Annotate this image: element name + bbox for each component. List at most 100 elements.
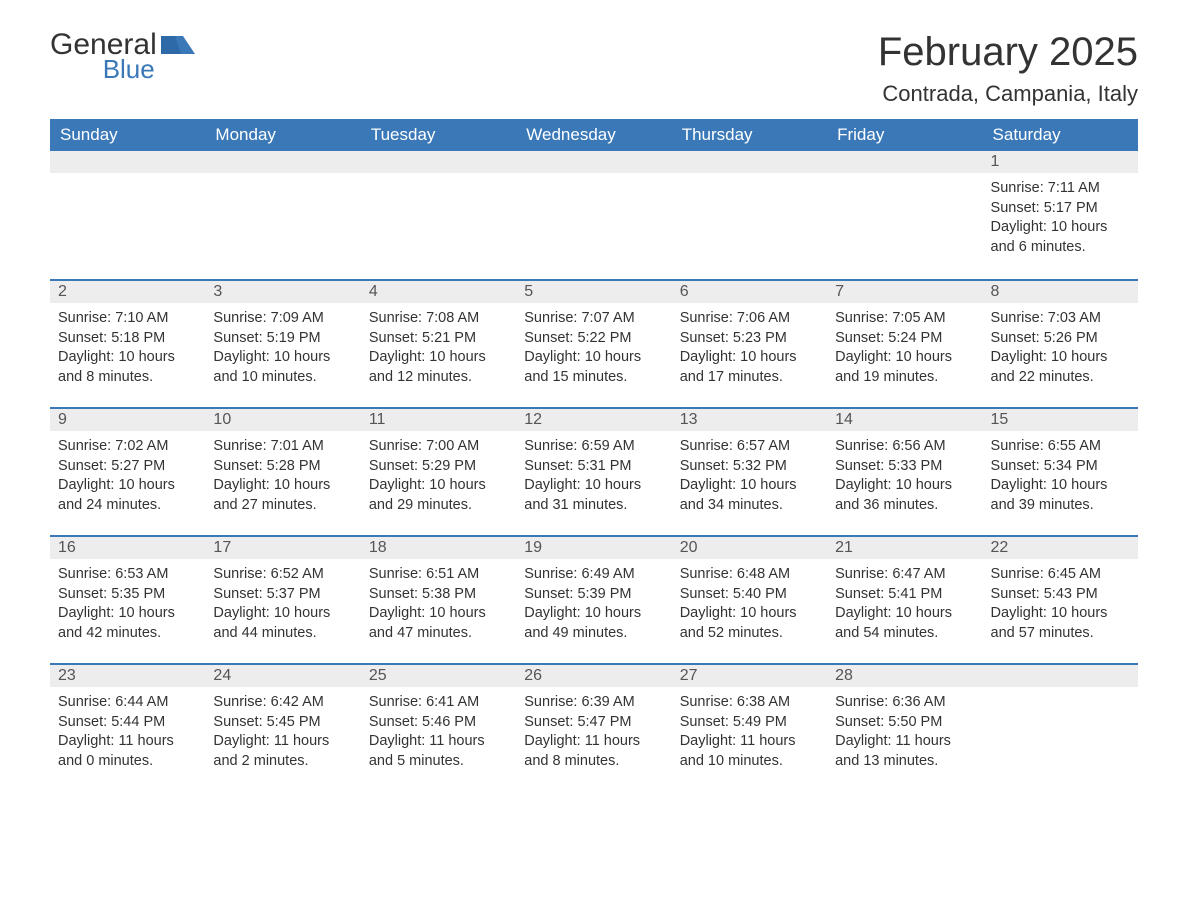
- calendar: SundayMondayTuesdayWednesdayThursdayFrid…: [50, 119, 1138, 791]
- daylight-line: Daylight: 10 hours and 17 minutes.: [680, 348, 819, 387]
- day-cell: [50, 151, 205, 279]
- day-cell: [983, 665, 1138, 791]
- sunset-line: Sunset: 5:34 PM: [991, 457, 1130, 477]
- day-number: [516, 151, 671, 173]
- sunrise-line: Sunrise: 6:53 AM: [58, 565, 197, 585]
- dow-cell: Monday: [205, 119, 360, 151]
- sunrise-line: Sunrise: 6:41 AM: [369, 693, 508, 713]
- daylight-line: Daylight: 10 hours and 49 minutes.: [524, 604, 663, 643]
- day-cell: 16Sunrise: 6:53 AMSunset: 5:35 PMDayligh…: [50, 537, 205, 663]
- sunrise-line: Sunrise: 6:36 AM: [835, 693, 974, 713]
- day-body: Sunrise: 6:57 AMSunset: 5:32 PMDaylight:…: [672, 431, 827, 525]
- day-body: Sunrise: 7:09 AMSunset: 5:19 PMDaylight:…: [205, 303, 360, 397]
- day-body: Sunrise: 6:45 AMSunset: 5:43 PMDaylight:…: [983, 559, 1138, 653]
- day-body: Sunrise: 7:10 AMSunset: 5:18 PMDaylight:…: [50, 303, 205, 397]
- daylight-line: Daylight: 11 hours and 2 minutes.: [213, 732, 352, 771]
- daylight-line: Daylight: 10 hours and 19 minutes.: [835, 348, 974, 387]
- day-cell: 6Sunrise: 7:06 AMSunset: 5:23 PMDaylight…: [672, 281, 827, 407]
- day-number: 20: [672, 537, 827, 559]
- sunrise-line: Sunrise: 6:49 AM: [524, 565, 663, 585]
- day-cell: 21Sunrise: 6:47 AMSunset: 5:41 PMDayligh…: [827, 537, 982, 663]
- day-number: [361, 151, 516, 173]
- day-cell: 5Sunrise: 7:07 AMSunset: 5:22 PMDaylight…: [516, 281, 671, 407]
- sunrise-line: Sunrise: 6:55 AM: [991, 437, 1130, 457]
- sunset-line: Sunset: 5:24 PM: [835, 329, 974, 349]
- sunset-line: Sunset: 5:31 PM: [524, 457, 663, 477]
- sunrise-line: Sunrise: 6:39 AM: [524, 693, 663, 713]
- day-body: Sunrise: 6:52 AMSunset: 5:37 PMDaylight:…: [205, 559, 360, 653]
- day-body: Sunrise: 7:08 AMSunset: 5:21 PMDaylight:…: [361, 303, 516, 397]
- sunset-line: Sunset: 5:37 PM: [213, 585, 352, 605]
- day-body: Sunrise: 7:03 AMSunset: 5:26 PMDaylight:…: [983, 303, 1138, 397]
- day-cell: 14Sunrise: 6:56 AMSunset: 5:33 PMDayligh…: [827, 409, 982, 535]
- day-cell: [361, 151, 516, 279]
- day-body: Sunrise: 7:05 AMSunset: 5:24 PMDaylight:…: [827, 303, 982, 397]
- day-body: Sunrise: 7:02 AMSunset: 5:27 PMDaylight:…: [50, 431, 205, 525]
- day-body: Sunrise: 7:01 AMSunset: 5:28 PMDaylight:…: [205, 431, 360, 525]
- dow-cell: Wednesday: [516, 119, 671, 151]
- day-body: Sunrise: 6:39 AMSunset: 5:47 PMDaylight:…: [516, 687, 671, 781]
- daylight-line: Daylight: 10 hours and 57 minutes.: [991, 604, 1130, 643]
- day-number: [983, 665, 1138, 687]
- day-number: 4: [361, 281, 516, 303]
- sunset-line: Sunset: 5:18 PM: [58, 329, 197, 349]
- title-block: February 2025 Contrada, Campania, Italy: [878, 30, 1138, 107]
- day-body: Sunrise: 6:38 AMSunset: 5:49 PMDaylight:…: [672, 687, 827, 781]
- day-body: Sunrise: 6:51 AMSunset: 5:38 PMDaylight:…: [361, 559, 516, 653]
- day-cell: 28Sunrise: 6:36 AMSunset: 5:50 PMDayligh…: [827, 665, 982, 791]
- sunset-line: Sunset: 5:38 PM: [369, 585, 508, 605]
- day-number: 17: [205, 537, 360, 559]
- sunset-line: Sunset: 5:33 PM: [835, 457, 974, 477]
- day-cell: 4Sunrise: 7:08 AMSunset: 5:21 PMDaylight…: [361, 281, 516, 407]
- day-number: 12: [516, 409, 671, 431]
- sunset-line: Sunset: 5:49 PM: [680, 713, 819, 733]
- day-number: [827, 151, 982, 173]
- daylight-line: Daylight: 10 hours and 52 minutes.: [680, 604, 819, 643]
- sunrise-line: Sunrise: 6:45 AM: [991, 565, 1130, 585]
- sunset-line: Sunset: 5:17 PM: [991, 199, 1130, 219]
- sunrise-line: Sunrise: 6:56 AM: [835, 437, 974, 457]
- day-number: 7: [827, 281, 982, 303]
- dow-cell: Thursday: [672, 119, 827, 151]
- day-body: Sunrise: 7:07 AMSunset: 5:22 PMDaylight:…: [516, 303, 671, 397]
- sunrise-line: Sunrise: 7:02 AM: [58, 437, 197, 457]
- day-number: 1: [983, 151, 1138, 173]
- daylight-line: Daylight: 10 hours and 24 minutes.: [58, 476, 197, 515]
- daylight-line: Daylight: 10 hours and 15 minutes.: [524, 348, 663, 387]
- daylight-line: Daylight: 10 hours and 47 minutes.: [369, 604, 508, 643]
- sunrise-line: Sunrise: 7:08 AM: [369, 309, 508, 329]
- daylight-line: Daylight: 10 hours and 29 minutes.: [369, 476, 508, 515]
- daylight-line: Daylight: 10 hours and 6 minutes.: [991, 218, 1130, 257]
- day-of-week-header: SundayMondayTuesdayWednesdayThursdayFrid…: [50, 119, 1138, 151]
- day-cell: 20Sunrise: 6:48 AMSunset: 5:40 PMDayligh…: [672, 537, 827, 663]
- sunset-line: Sunset: 5:41 PM: [835, 585, 974, 605]
- week-row: 16Sunrise: 6:53 AMSunset: 5:35 PMDayligh…: [50, 535, 1138, 663]
- day-cell: 18Sunrise: 6:51 AMSunset: 5:38 PMDayligh…: [361, 537, 516, 663]
- day-body: Sunrise: 7:00 AMSunset: 5:29 PMDaylight:…: [361, 431, 516, 525]
- sunrise-line: Sunrise: 6:59 AM: [524, 437, 663, 457]
- day-number: 27: [672, 665, 827, 687]
- day-cell: 26Sunrise: 6:39 AMSunset: 5:47 PMDayligh…: [516, 665, 671, 791]
- sunset-line: Sunset: 5:26 PM: [991, 329, 1130, 349]
- sunrise-line: Sunrise: 7:11 AM: [991, 179, 1130, 199]
- day-body: Sunrise: 6:42 AMSunset: 5:45 PMDaylight:…: [205, 687, 360, 781]
- day-body: Sunrise: 6:44 AMSunset: 5:44 PMDaylight:…: [50, 687, 205, 781]
- day-cell: [672, 151, 827, 279]
- week-row: 9Sunrise: 7:02 AMSunset: 5:27 PMDaylight…: [50, 407, 1138, 535]
- daylight-line: Daylight: 11 hours and 0 minutes.: [58, 732, 197, 771]
- day-number: 24: [205, 665, 360, 687]
- day-number: 19: [516, 537, 671, 559]
- dow-cell: Sunday: [50, 119, 205, 151]
- daylight-line: Daylight: 10 hours and 22 minutes.: [991, 348, 1130, 387]
- logo: General Blue: [50, 30, 195, 82]
- weeks-container: 1Sunrise: 7:11 AMSunset: 5:17 PMDaylight…: [50, 151, 1138, 791]
- day-cell: 7Sunrise: 7:05 AMSunset: 5:24 PMDaylight…: [827, 281, 982, 407]
- day-number: 21: [827, 537, 982, 559]
- sunset-line: Sunset: 5:35 PM: [58, 585, 197, 605]
- sunset-line: Sunset: 5:27 PM: [58, 457, 197, 477]
- daylight-line: Daylight: 10 hours and 54 minutes.: [835, 604, 974, 643]
- month-title: February 2025: [878, 30, 1138, 75]
- sunrise-line: Sunrise: 7:10 AM: [58, 309, 197, 329]
- day-number: 8: [983, 281, 1138, 303]
- day-number: 23: [50, 665, 205, 687]
